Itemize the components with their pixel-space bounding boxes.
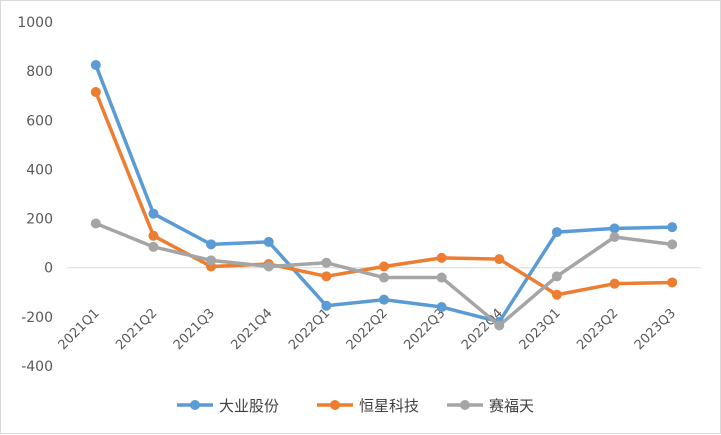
data-point	[551, 271, 562, 282]
data-point	[667, 222, 678, 233]
data-point	[551, 227, 562, 238]
data-point	[667, 277, 678, 288]
y-tick-label: 0	[44, 261, 53, 277]
y-tick-label: 800	[26, 64, 53, 80]
x-tick-label: 2021Q4	[228, 306, 275, 353]
y-tick-label: -200	[21, 310, 53, 326]
y-tick-label: -400	[21, 359, 53, 375]
data-point	[667, 239, 678, 250]
data-point	[436, 302, 447, 313]
data-point	[379, 294, 389, 305]
data-point	[90, 87, 101, 98]
x-tick-label: 2021Q1	[56, 306, 103, 353]
data-point	[90, 60, 101, 70]
data-point	[436, 272, 447, 283]
legend-marker-0	[190, 400, 200, 410]
data-point	[148, 208, 159, 219]
data-point	[494, 320, 505, 331]
legend-label: 赛福天	[489, 397, 534, 415]
data-point	[206, 255, 217, 266]
data-point	[379, 261, 389, 272]
legend-marker-1	[330, 400, 340, 410]
x-tick-label: 2023Q1	[517, 306, 564, 353]
data-point	[321, 257, 332, 268]
x-tick-label: 2022Q2	[344, 306, 391, 353]
x-tick-label: 2023Q2	[574, 306, 621, 353]
data-point	[379, 272, 389, 283]
x-tick-label: 2022Q1	[286, 306, 333, 353]
data-point	[321, 271, 332, 282]
data-point	[494, 254, 505, 265]
y-tick-label: 600	[26, 113, 53, 129]
data-point	[609, 223, 620, 234]
data-point	[321, 300, 332, 311]
x-tick-label: 2021Q3	[171, 306, 218, 353]
series-line-0	[94, 63, 674, 324]
data-point	[436, 252, 447, 263]
x-tick-label: 2021Q2	[113, 306, 160, 353]
y-tick-label: 400	[26, 162, 53, 178]
data-point	[148, 230, 159, 241]
x-tick-label: 2022Q3	[401, 306, 448, 353]
data-point	[609, 232, 620, 242]
data-point	[609, 278, 620, 289]
data-point	[551, 289, 562, 300]
data-point	[148, 241, 159, 252]
y-tick-label: 200	[26, 212, 53, 228]
legend-label: 大业股份	[219, 397, 279, 415]
data-point	[90, 218, 101, 229]
y-tick-label: 1000	[17, 15, 53, 31]
legend-marker-2	[460, 400, 470, 410]
x-tick-label: 2023Q3	[632, 306, 679, 353]
data-point	[263, 236, 274, 247]
data-point	[206, 239, 217, 250]
data-point	[263, 261, 274, 272]
legend-label: 恒星科技	[359, 397, 419, 415]
